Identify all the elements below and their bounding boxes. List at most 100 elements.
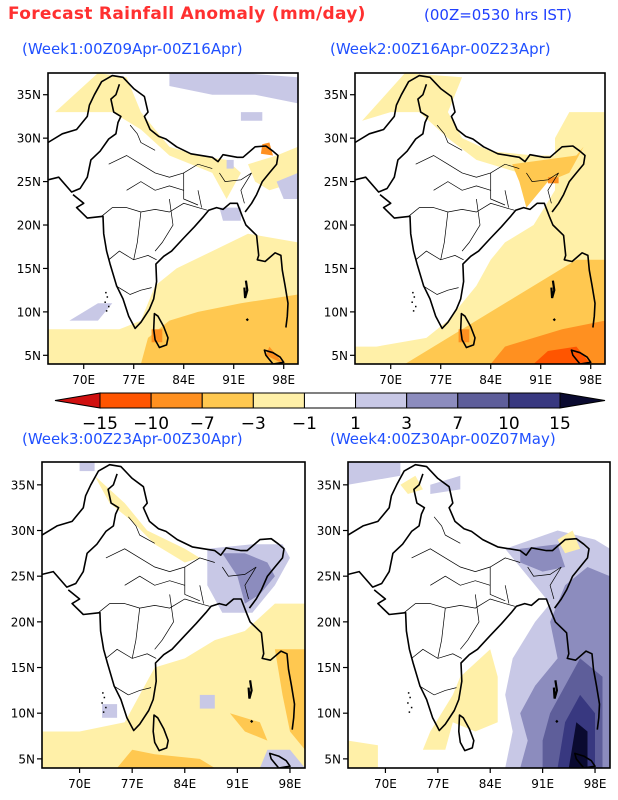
lon-tick-label: 98E — [579, 373, 602, 387]
nicobar-islands — [552, 318, 556, 322]
colorbar-level-label: −10 — [133, 414, 169, 434]
lon-tick-label: 84E — [173, 777, 196, 791]
colorbar-level-label: 10 — [498, 414, 520, 434]
panel-title-week1: (Week1:00Z09Apr-00Z16Apr) — [22, 40, 243, 58]
lat-tick-label: 25N — [324, 175, 348, 189]
colorbar-low-arrow — [54, 392, 101, 409]
lat-tick-label: 25N — [11, 570, 35, 584]
country-border — [355, 74, 586, 213]
anomaly-region — [117, 749, 215, 768]
lat-tick-label: 15N — [17, 262, 41, 276]
state-border — [115, 285, 152, 295]
state-border — [433, 181, 491, 191]
state-border — [422, 285, 459, 295]
country-border — [348, 463, 590, 609]
lakshadweep-islands — [409, 696, 411, 699]
state-border — [504, 585, 510, 604]
lakshadweep-islands — [407, 692, 410, 694]
andaman-islands — [243, 280, 249, 299]
anomaly-region — [69, 303, 113, 321]
colorbar-bin — [406, 392, 459, 409]
lat-tick-label: 5N — [24, 349, 41, 363]
colorbar-level-label: 7 — [452, 414, 463, 434]
country-border — [355, 84, 429, 193]
lat-tick-label: 35N — [324, 88, 348, 102]
lon-tick-label: 84E — [172, 373, 195, 387]
lat-tick-label: 15N — [11, 661, 35, 675]
lakshadweep-islands — [105, 291, 107, 294]
lakshadweep-islands — [101, 702, 103, 704]
anomaly-region — [140, 294, 298, 364]
colorbar-level-label: 15 — [549, 414, 571, 434]
lat-tick-label: 15N — [324, 262, 348, 276]
lat-tick-label: 20N — [317, 615, 341, 629]
nicobar-islands — [250, 719, 254, 724]
lon-tick-label: 77E — [121, 777, 144, 791]
sumatra-outline — [573, 752, 596, 768]
lat-tick-label: 35N — [317, 478, 341, 492]
map-panel-week4: 70E 77E 84E 91E 98E 35N 30N 25N 20N 15N 10N 5N — [317, 461, 611, 791]
state-border — [105, 548, 215, 572]
anomaly-region — [512, 146, 584, 208]
country-border — [379, 193, 596, 330]
state-border — [418, 685, 457, 696]
anomaly-region — [265, 346, 284, 364]
lat-tick-label: 20N — [11, 615, 35, 629]
colorbar-high-arrow — [559, 392, 606, 409]
lat-tick-label: 10N — [11, 707, 35, 721]
lakshadweep-islands — [105, 706, 107, 709]
lon-tick-label: 84E — [479, 777, 502, 791]
lon-tick-label: 77E — [429, 373, 452, 387]
lakshadweep-islands — [411, 301, 413, 303]
panel-title-week3: (Week3:00Z23Apr-00Z30Apr) — [22, 430, 243, 448]
country-border — [42, 463, 285, 609]
sri-lanka-outline — [459, 312, 476, 349]
state-border — [403, 598, 515, 613]
state-border — [199, 585, 204, 604]
anomaly-region — [400, 475, 423, 494]
country-border — [48, 74, 279, 213]
sri-lanka-outline — [152, 312, 169, 349]
colorbar-bin — [508, 392, 561, 409]
state-border — [126, 181, 184, 191]
colorbar-bin — [150, 392, 203, 409]
state-border — [460, 594, 480, 650]
lat-tick-label: 10N — [317, 707, 341, 721]
lakshadweep-islands — [103, 696, 106, 699]
colorbar-level-label: 3 — [401, 414, 412, 434]
country-border — [48, 84, 122, 193]
sumatra-outline — [268, 752, 291, 768]
state-border — [436, 124, 463, 151]
lat-tick-label: 30N — [324, 132, 348, 146]
lakshadweep-islands — [102, 692, 104, 694]
colorbar-bin — [355, 392, 408, 409]
state-border — [411, 548, 521, 572]
state-border — [108, 155, 213, 178]
lon-tick-label: 91E — [226, 777, 249, 791]
lakshadweep-islands — [412, 291, 414, 294]
colorbar-level-label: −1 — [292, 414, 317, 434]
sumatra-outline — [570, 349, 592, 364]
lakshadweep-islands — [407, 702, 409, 704]
lat-tick-label: 35N — [11, 478, 35, 492]
lat-tick-label: 30N — [11, 524, 35, 538]
anomaly-region — [240, 112, 263, 121]
lat-tick-label: 10N — [324, 305, 348, 319]
lat-tick-label: 30N — [317, 524, 341, 538]
lat-tick-label: 20N — [17, 219, 41, 233]
colorbar: −15 −10 −7 −3 −1 1 3 7 10 15 — [54, 392, 606, 434]
lakshadweep-islands — [412, 310, 415, 312]
anomaly-region — [362, 73, 563, 173]
state-border — [437, 608, 446, 659]
andaman-islands — [552, 680, 559, 699]
main-title: Forecast Rainfall Anomaly (mm/day) — [8, 4, 366, 24]
anomaly-region — [348, 462, 401, 485]
state-border — [433, 516, 461, 544]
colorbar-bin — [457, 392, 510, 409]
map-panel-week1: 70E 77E 84E 91E 98E 35N 30N 25N 20N 15N 10N 5N — [17, 72, 299, 387]
lakshadweep-islands — [102, 711, 105, 713]
state-border — [183, 172, 199, 206]
colorbar-level-label: 1 — [350, 414, 361, 434]
lat-tick-label: 15N — [317, 661, 341, 675]
colorbar-bin — [252, 392, 305, 409]
